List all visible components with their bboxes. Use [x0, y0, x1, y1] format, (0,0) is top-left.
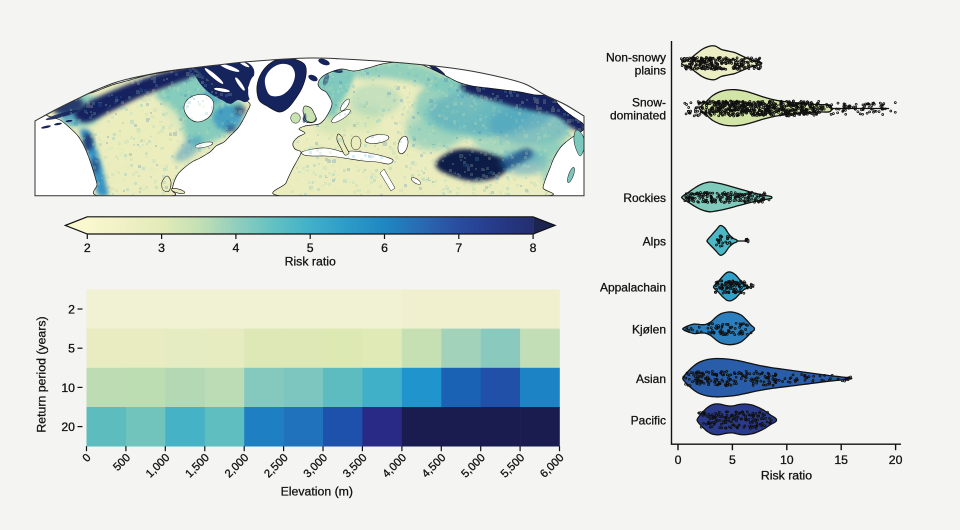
svg-text:15: 15	[834, 453, 848, 467]
svg-text:8: 8	[530, 241, 537, 255]
svg-text:Kjølen: Kjølen	[632, 323, 666, 337]
svg-text:5: 5	[68, 342, 75, 356]
svg-text:Risk ratio: Risk ratio	[285, 255, 336, 269]
svg-text:dominated: dominated	[610, 109, 666, 123]
svg-text:Appalachain: Appalachain	[600, 281, 666, 295]
svg-text:10: 10	[61, 381, 75, 395]
svg-text:20: 20	[61, 420, 75, 434]
svg-text:Rockies: Rockies	[623, 191, 666, 205]
svg-text:0: 0	[675, 453, 682, 467]
svg-text:3: 3	[158, 241, 165, 255]
svg-text:Risk ratio: Risk ratio	[761, 469, 812, 483]
svg-text:5: 5	[729, 453, 736, 467]
svg-text:4: 4	[232, 241, 239, 255]
svg-text:Alps: Alps	[643, 235, 666, 249]
svg-text:6: 6	[381, 241, 388, 255]
svg-text:Return period (years): Return period (years)	[35, 316, 49, 432]
svg-text:2: 2	[68, 302, 75, 316]
svg-text:Snow-: Snow-	[632, 95, 666, 109]
svg-text:plains: plains	[635, 64, 666, 78]
svg-text:7: 7	[455, 241, 462, 255]
svg-text:20: 20	[889, 453, 903, 467]
svg-text:2: 2	[84, 241, 91, 255]
svg-text:5: 5	[307, 241, 314, 255]
svg-text:Elevation (m): Elevation (m)	[281, 485, 353, 499]
svg-text:10: 10	[780, 453, 794, 467]
svg-text:Non-snowy: Non-snowy	[606, 50, 666, 64]
svg-text:Pacific: Pacific	[631, 414, 666, 428]
svg-text:Asian: Asian	[636, 372, 666, 386]
